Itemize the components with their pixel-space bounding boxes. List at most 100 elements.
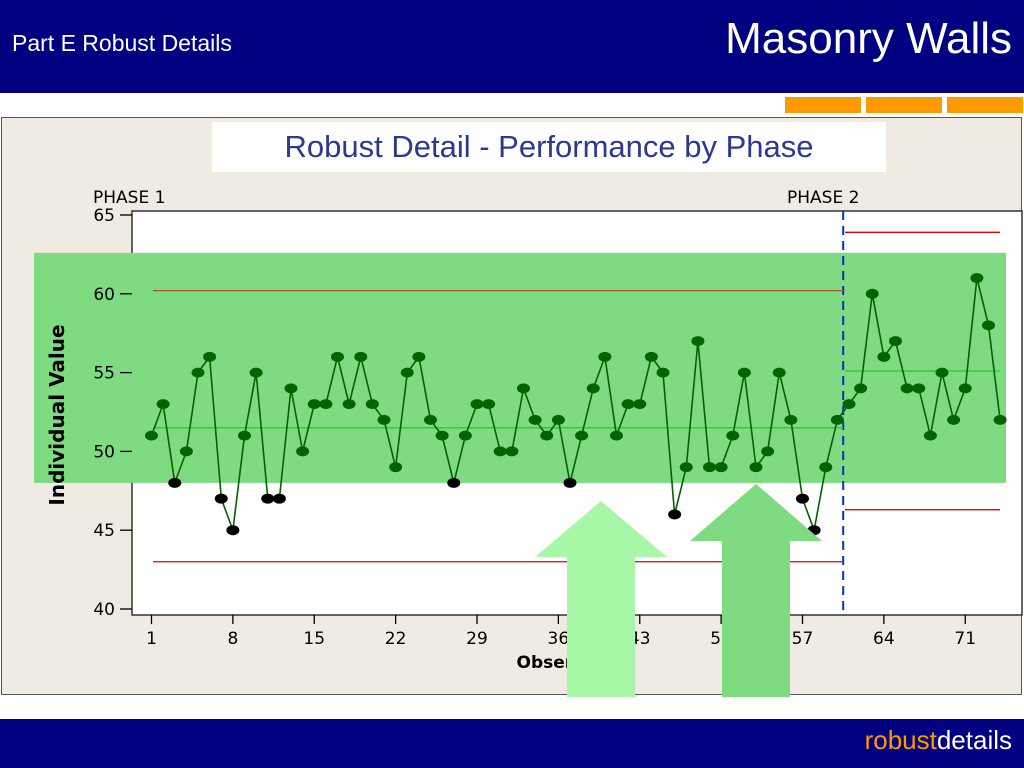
data-point: [307, 399, 321, 410]
data-point: [458, 430, 472, 441]
y-tick-label: 50: [93, 442, 115, 462]
data-point: [203, 351, 217, 362]
orange-tab-1: [785, 97, 861, 113]
data-point: [703, 462, 716, 473]
y-tick-label: 45: [93, 521, 115, 541]
data-point: [377, 414, 391, 425]
data-point: [714, 462, 728, 473]
data-point: [435, 430, 449, 441]
orange-tab-2: [866, 97, 942, 113]
data-point: [179, 446, 193, 457]
data-point: [970, 273, 984, 284]
data-point: [296, 446, 310, 457]
data-point: [272, 493, 286, 504]
data-point: [424, 414, 437, 425]
data-point: [772, 367, 786, 378]
data-point: [912, 383, 926, 394]
data-point: [877, 351, 891, 362]
data-point: [958, 383, 972, 394]
data-point: [621, 399, 635, 410]
data-point: [145, 430, 158, 441]
x-tick-label: 71: [954, 629, 976, 649]
data-point: [644, 351, 658, 362]
data-point: [854, 383, 868, 394]
data-point: [784, 414, 798, 425]
performance-band: [34, 252, 1006, 483]
data-point: [226, 525, 240, 536]
data-point: [842, 399, 856, 410]
data-point: [633, 399, 647, 410]
x-tick-label: 15: [303, 629, 325, 649]
data-point: [993, 414, 1007, 425]
data-point: [935, 367, 949, 378]
data-point: [598, 351, 612, 362]
data-point: [668, 509, 682, 520]
data-point: [610, 430, 623, 441]
footer-bar: [0, 719, 1024, 768]
data-point: [575, 430, 589, 441]
brand-logo: robustdetails: [865, 725, 1012, 756]
data-point: [737, 367, 751, 378]
data-point: [586, 383, 600, 394]
orange-tab-3: [947, 97, 1023, 113]
data-point: [691, 336, 705, 347]
data-point: [819, 462, 833, 473]
data-point: [412, 351, 426, 362]
x-tick-label: 1: [146, 629, 157, 649]
y-axis-label: Individual Value: [45, 324, 69, 505]
arrow-right: [690, 484, 822, 717]
data-point: [156, 399, 170, 410]
data-point: [191, 367, 205, 378]
x-tick-label: 36: [548, 629, 570, 649]
y-tick-label: 65: [93, 206, 115, 226]
data-point: [214, 493, 228, 504]
x-tick-label: 8: [227, 629, 238, 649]
x-tick-label: 57: [792, 629, 814, 649]
data-point: [447, 477, 461, 488]
data-point: [517, 383, 530, 394]
data-point: [761, 446, 775, 457]
y-tick-label: 40: [93, 600, 115, 620]
data-point: [830, 414, 844, 425]
data-point: [563, 477, 577, 488]
data-point: [726, 430, 740, 441]
data-point: [865, 288, 879, 299]
data-point: [749, 462, 763, 473]
section-title: Part E Robust Details: [12, 30, 232, 56]
y-tick-label: 60: [93, 285, 115, 305]
data-point: [796, 493, 809, 504]
y-tick-label: 55: [93, 364, 115, 384]
data-point: [389, 462, 403, 473]
phase-2-label: PHASE 2: [787, 188, 859, 208]
data-point: [482, 399, 496, 410]
data-point: [249, 367, 263, 378]
data-point: [982, 320, 995, 331]
data-point: [470, 399, 484, 410]
data-point: [656, 367, 670, 378]
data-point: [551, 414, 565, 425]
header-bar: Part E Robust Details Masonry Walls: [0, 0, 1024, 93]
data-point: [331, 351, 344, 362]
data-point: [679, 462, 693, 473]
data-point: [319, 399, 333, 410]
data-point: [947, 414, 961, 425]
x-tick-label: 64: [873, 629, 895, 649]
data-point: [284, 383, 298, 394]
x-tick-label: 29: [466, 629, 488, 649]
header-strip: [0, 93, 1024, 116]
data-point: [354, 351, 368, 362]
phase-1-label: PHASE 1: [93, 188, 165, 208]
footer-strip: [0, 697, 1024, 719]
slide-title: Robust Detail - Performance by Phase: [284, 129, 814, 164]
brand-part-1: robust: [864, 725, 937, 755]
data-point: [528, 414, 542, 425]
x-tick-label: 22: [385, 629, 407, 649]
data-point: [923, 430, 937, 441]
brand-part-2: details: [936, 725, 1012, 755]
data-point: [400, 367, 414, 378]
data-point: [342, 399, 356, 410]
slide-title-box: Robust Detail - Performance by Phase: [212, 122, 886, 172]
data-point: [900, 383, 914, 394]
data-point: [889, 336, 902, 347]
